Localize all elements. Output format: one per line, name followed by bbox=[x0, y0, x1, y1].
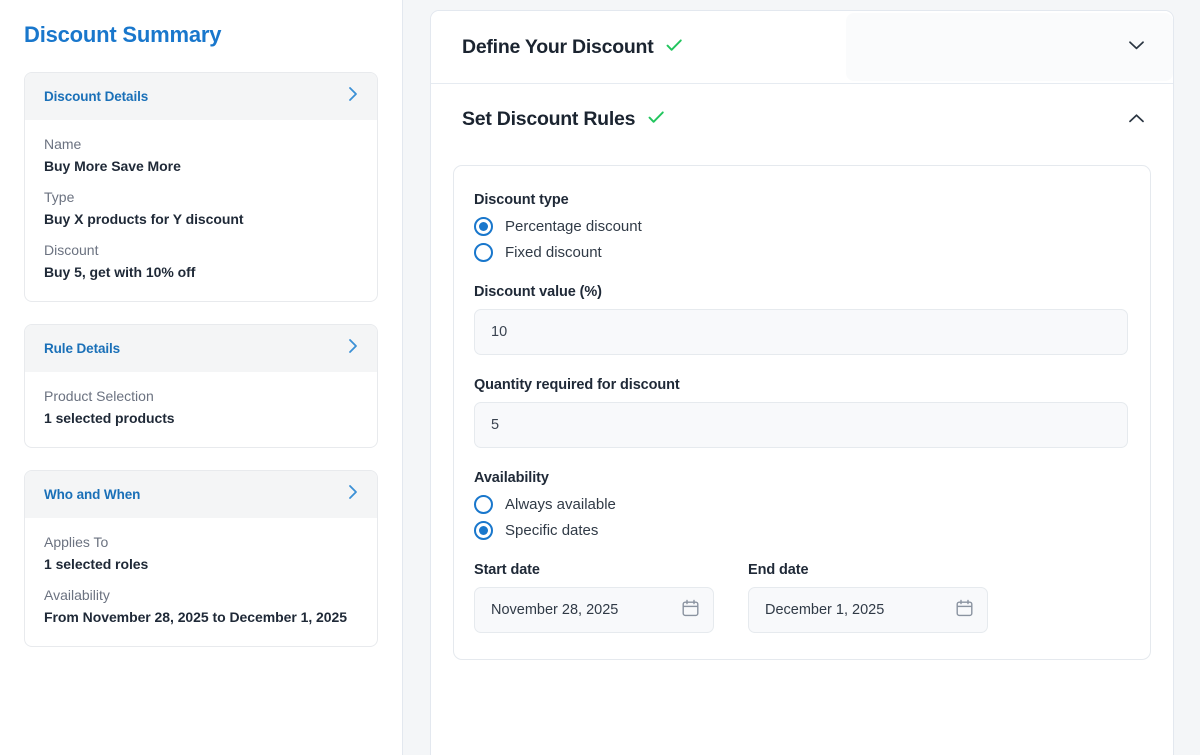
end-date-picker[interactable]: December 1, 2025 bbox=[748, 587, 988, 633]
radio-button-indicator[interactable] bbox=[474, 521, 493, 540]
end-date-value: December 1, 2025 bbox=[765, 602, 885, 618]
summary-field: Type Buy X products for Y discount bbox=[44, 187, 358, 230]
summary-field-value: Buy More Save More bbox=[44, 158, 181, 174]
summary-card-discount-details: Discount Details Name Buy More Save More… bbox=[24, 72, 378, 302]
summary-field: Product Selection 1 selected products bbox=[44, 386, 358, 429]
end-date-label: End date bbox=[748, 562, 809, 578]
radio-button-indicator[interactable] bbox=[474, 217, 493, 236]
chevron-up-icon[interactable] bbox=[1128, 111, 1145, 129]
start-date-value: November 28, 2025 bbox=[491, 602, 619, 618]
accordion-header-define-your-discount[interactable]: Define Your Discount bbox=[431, 11, 1173, 83]
summary-field: Name Buy More Save More bbox=[44, 134, 358, 177]
end-date-col: End date December 1, 2025 bbox=[748, 562, 988, 633]
radio-always-available[interactable]: Always available bbox=[474, 495, 1128, 514]
summary-field-value: From November 28, 2025 to December 1, 20… bbox=[44, 609, 347, 625]
radio-label: Always available bbox=[505, 496, 616, 513]
summary-field: Discount Buy 5, get with 10% off bbox=[44, 240, 358, 283]
date-range-group: Start date November 28, 2025 bbox=[474, 562, 1128, 633]
start-date-col: Start date November 28, 2025 bbox=[474, 562, 714, 633]
radio-label: Specific dates bbox=[505, 522, 599, 539]
chevron-right-icon[interactable] bbox=[348, 484, 359, 505]
discount-summary-sidebar: Discount Summary Discount Details Name B… bbox=[0, 0, 403, 755]
radio-label: Percentage discount bbox=[505, 218, 642, 235]
accordion-header-set-discount-rules[interactable]: Set Discount Rules bbox=[431, 83, 1173, 155]
accordion-card: Define Your Discount Set Discount Rules bbox=[430, 10, 1174, 755]
start-date-label: Start date bbox=[474, 562, 540, 578]
accordion-title: Define Your Discount bbox=[462, 35, 654, 58]
summary-card-title: Rule Details bbox=[44, 341, 121, 356]
summary-field-value: Buy X products for Y discount bbox=[44, 211, 244, 227]
discount-rules-form: Discount type Percentage discount Fixed … bbox=[453, 165, 1151, 660]
accordion-title: Set Discount Rules bbox=[462, 108, 636, 130]
discount-type-label: Discount type bbox=[474, 192, 569, 208]
summary-field-label: Product Selection bbox=[44, 388, 154, 404]
radio-button-indicator[interactable] bbox=[474, 495, 493, 514]
summary-field-label: Discount bbox=[44, 242, 99, 258]
summary-field-value: 1 selected products bbox=[44, 410, 175, 426]
chevron-down-icon[interactable] bbox=[1128, 38, 1145, 56]
quantity-required-label: Quantity required for discount bbox=[474, 377, 680, 393]
calendar-icon[interactable] bbox=[956, 599, 973, 622]
summary-field-label: Applies To bbox=[44, 534, 109, 550]
summary-field: Availability From November 28, 2025 to D… bbox=[44, 585, 358, 628]
summary-field-value: 1 selected roles bbox=[44, 556, 149, 572]
summary-card-body: Product Selection 1 selected products bbox=[25, 372, 377, 447]
check-icon bbox=[646, 107, 666, 132]
summary-card-header-who-and-when[interactable]: Who and When bbox=[25, 471, 377, 518]
check-icon bbox=[664, 35, 684, 60]
summary-field-label: Type bbox=[44, 189, 75, 205]
availability-label: Availability bbox=[474, 470, 549, 486]
radio-percentage-discount[interactable]: Percentage discount bbox=[474, 217, 1128, 236]
summary-field-label: Name bbox=[44, 136, 82, 152]
discount-value-group: Discount value (%) 10 bbox=[474, 284, 1128, 355]
calendar-icon[interactable] bbox=[682, 599, 699, 622]
page-title: Discount Summary bbox=[24, 22, 222, 47]
summary-card-rule-details: Rule Details Product Selection 1 selecte… bbox=[24, 324, 378, 448]
radio-specific-dates[interactable]: Specific dates bbox=[474, 521, 1128, 540]
summary-card-body: Applies To 1 selected roles Availability… bbox=[25, 518, 377, 646]
summary-card-who-and-when: Who and When Applies To 1 selected roles… bbox=[24, 470, 378, 647]
summary-card-body: Name Buy More Save More Type Buy X produ… bbox=[25, 120, 377, 301]
start-date-picker[interactable]: November 28, 2025 bbox=[474, 587, 714, 633]
discount-type-group: Discount type Percentage discount Fixed … bbox=[474, 192, 1128, 262]
summary-card-header-rule-details[interactable]: Rule Details bbox=[25, 325, 377, 372]
chevron-right-icon[interactable] bbox=[348, 338, 359, 359]
radio-button-indicator[interactable] bbox=[474, 243, 493, 262]
summary-card-title: Who and When bbox=[44, 487, 141, 502]
summary-field-value: Buy 5, get with 10% off bbox=[44, 264, 196, 280]
summary-field-label: Availability bbox=[44, 587, 110, 603]
hover-highlight bbox=[846, 13, 1173, 81]
summary-card-title: Discount Details bbox=[44, 89, 149, 104]
radio-label: Fixed discount bbox=[505, 244, 602, 261]
availability-group: Availability Always available Specific d… bbox=[474, 470, 1128, 540]
summary-card-header-discount-details[interactable]: Discount Details bbox=[25, 73, 377, 120]
discount-value-input[interactable]: 10 bbox=[474, 309, 1128, 355]
chevron-right-icon[interactable] bbox=[348, 86, 359, 107]
quantity-required-input[interactable]: 5 bbox=[474, 402, 1128, 448]
summary-field: Applies To 1 selected roles bbox=[44, 532, 358, 575]
wizard-pane: Define Your Discount Set Discount Rules bbox=[403, 0, 1200, 755]
radio-fixed-discount[interactable]: Fixed discount bbox=[474, 243, 1128, 262]
discount-value-label: Discount value (%) bbox=[474, 284, 602, 300]
quantity-required-group: Quantity required for discount 5 bbox=[474, 377, 1128, 448]
